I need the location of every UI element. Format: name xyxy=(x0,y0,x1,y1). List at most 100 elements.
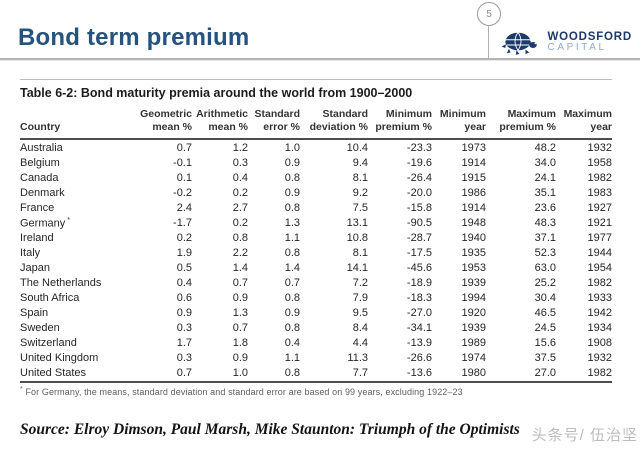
value-cell: 2.7 xyxy=(232,201,248,214)
value-cell: 63.0 xyxy=(534,262,556,275)
page-number-connector-line xyxy=(488,25,489,58)
country-cell: Ireland xyxy=(20,232,54,245)
value-cell: 1.1 xyxy=(284,232,300,245)
table-row: Spain 0.9 1.3 0.9 9.5 -27.0 1920 46.5 1942 xyxy=(20,306,612,321)
value-cell: 4.4 xyxy=(352,337,368,350)
value-cell: 0.9 xyxy=(176,307,192,320)
value-cell: 9.4 xyxy=(352,156,368,169)
value-cell: 1927 xyxy=(587,201,612,214)
country-cell: Spain xyxy=(20,307,49,320)
value-cell: -18.3 xyxy=(406,292,432,305)
table-row: Italy 1.9 2.2 0.8 8.1 -17.5 1935 52.3 1944 xyxy=(20,246,612,261)
company-logo: WOODSFORD CAPITAL xyxy=(498,27,633,57)
value-cell: 1908 xyxy=(587,337,612,350)
value-cell: 0.7 xyxy=(232,277,248,290)
table-row: Belgium -0.1 0.3 0.9 9.4 -19.6 1914 34.0 1958 xyxy=(20,155,612,170)
value-cell: 0.2 xyxy=(176,232,192,245)
source-citation: Source: Elroy Dimson, Paul Marsh, Mike S… xyxy=(20,421,520,438)
value-cell: 0.2 xyxy=(232,186,248,199)
value-cell: 48.3 xyxy=(534,217,556,230)
value-cell: 1934 xyxy=(587,322,612,335)
value-cell: 0.2 xyxy=(232,217,248,230)
table-row: Germany * -1.7 0.2 1.3 13.1 -90.5 1948 48.3 1921 xyxy=(20,215,612,231)
footnote-marker: * xyxy=(20,385,23,393)
country-cell: France xyxy=(20,201,55,214)
value-cell: 1982 xyxy=(587,367,612,380)
value-cell: 1914 xyxy=(461,156,486,169)
table-title: Table 6-2: Bond maturity premia around t… xyxy=(20,86,413,100)
value-cell: 8.4 xyxy=(352,322,368,335)
value-cell: 1980 xyxy=(461,367,486,380)
value-cell: -1.7 xyxy=(173,217,192,230)
value-cell: 0.9 xyxy=(284,156,300,169)
value-cell: 1915 xyxy=(461,171,486,184)
value-cell: 7.9 xyxy=(352,292,368,305)
country-cell: Belgium xyxy=(20,156,60,169)
value-cell: -18.9 xyxy=(406,277,432,290)
table-row: Ireland 0.2 0.8 1.1 10.8 -28.7 1940 37.1 1977 xyxy=(20,231,612,246)
value-cell: 1939 xyxy=(461,277,486,290)
value-cell: 9.5 xyxy=(352,307,368,320)
country-cell: Sweden xyxy=(20,322,60,335)
value-cell: -19.6 xyxy=(406,156,432,169)
value-cell: 0.9 xyxy=(284,186,300,199)
value-cell: 0.1 xyxy=(176,171,192,184)
table-row: France 2.4 2.7 0.8 7.5 -15.8 1914 23.6 1927 xyxy=(20,200,612,215)
value-cell: 1940 xyxy=(461,232,486,245)
value-cell: 1942 xyxy=(587,307,612,320)
value-cell: 1958 xyxy=(587,156,612,169)
value-cell: 0.7 xyxy=(176,367,192,380)
value-cell: 1986 xyxy=(461,186,486,199)
value-cell: 48.2 xyxy=(534,141,556,154)
table-row: Sweden 0.3 0.7 0.8 8.4 -34.1 1939 24.5 1934 xyxy=(20,321,612,336)
value-cell: 1920 xyxy=(461,307,486,320)
value-cell: 35.1 xyxy=(534,186,556,199)
value-cell: 0.9 xyxy=(232,352,248,365)
value-cell: 0.6 xyxy=(176,292,192,305)
value-cell: 24.5 xyxy=(534,322,556,335)
value-cell: 7.7 xyxy=(352,367,368,380)
page-title: Bond term premium xyxy=(18,24,250,51)
value-cell: 1.7 xyxy=(176,337,192,350)
logo-subname: CAPITAL xyxy=(547,41,607,53)
value-cell: -0.2 xyxy=(173,186,192,199)
value-cell: 1977 xyxy=(587,232,612,245)
value-cell: 0.4 xyxy=(176,277,192,290)
table-row: United States 0.7 1.0 0.8 7.7 -13.6 1980 27.0 19… xyxy=(20,366,612,382)
logo-text: WOODSFORD CAPITAL xyxy=(548,31,633,54)
watermark: 头条号/ 伍治坚 xyxy=(531,427,638,444)
table-body: Australia 0.7 1.2 1.0 10.4 -23.3 1973 48.2 1932 B… xyxy=(20,139,612,382)
value-cell: 0.7 xyxy=(176,141,192,154)
value-cell: 37.1 xyxy=(534,232,556,245)
table-header-row: Country Geometric mean % Arithmetic mean % St… xyxy=(20,108,612,140)
value-cell: -28.7 xyxy=(406,232,432,245)
table-row: Denmark -0.2 0.2 0.9 9.2 -20.0 1986 35.1 1983 xyxy=(20,185,612,200)
value-cell: 1933 xyxy=(587,292,612,305)
value-cell: 1982 xyxy=(587,171,612,184)
page-number-badge: 5 xyxy=(477,2,501,26)
value-cell: 0.4 xyxy=(284,337,300,350)
value-cell: 23.6 xyxy=(534,201,556,214)
value-cell: 2.2 xyxy=(232,247,248,260)
value-cell: 1.0 xyxy=(284,141,300,154)
value-cell: 0.9 xyxy=(284,307,300,320)
country-cell: Italy xyxy=(20,247,41,260)
table-row: South Africa 0.6 0.9 0.8 7.9 -18.3 1994 30.4 193… xyxy=(20,291,612,306)
value-cell: 1994 xyxy=(461,292,486,305)
value-cell: 10.4 xyxy=(346,141,368,154)
country-cell: Japan xyxy=(20,262,50,275)
value-cell: -34.1 xyxy=(406,322,432,335)
value-cell: 0.8 xyxy=(284,292,300,305)
value-cell: -13.6 xyxy=(406,367,432,380)
value-cell: 0.3 xyxy=(176,322,192,335)
value-cell: 0.9 xyxy=(232,292,248,305)
value-cell: 14.1 xyxy=(346,262,368,275)
value-cell: 0.8 xyxy=(284,367,300,380)
column-header: Maximum premium % xyxy=(499,108,556,134)
value-cell: 0.3 xyxy=(232,156,248,169)
column-header: Minimum year xyxy=(439,108,486,134)
value-cell: 0.5 xyxy=(176,262,192,275)
value-cell: 13.1 xyxy=(346,217,368,230)
country-cell: South Africa xyxy=(20,292,80,305)
value-cell: 1983 xyxy=(587,186,612,199)
